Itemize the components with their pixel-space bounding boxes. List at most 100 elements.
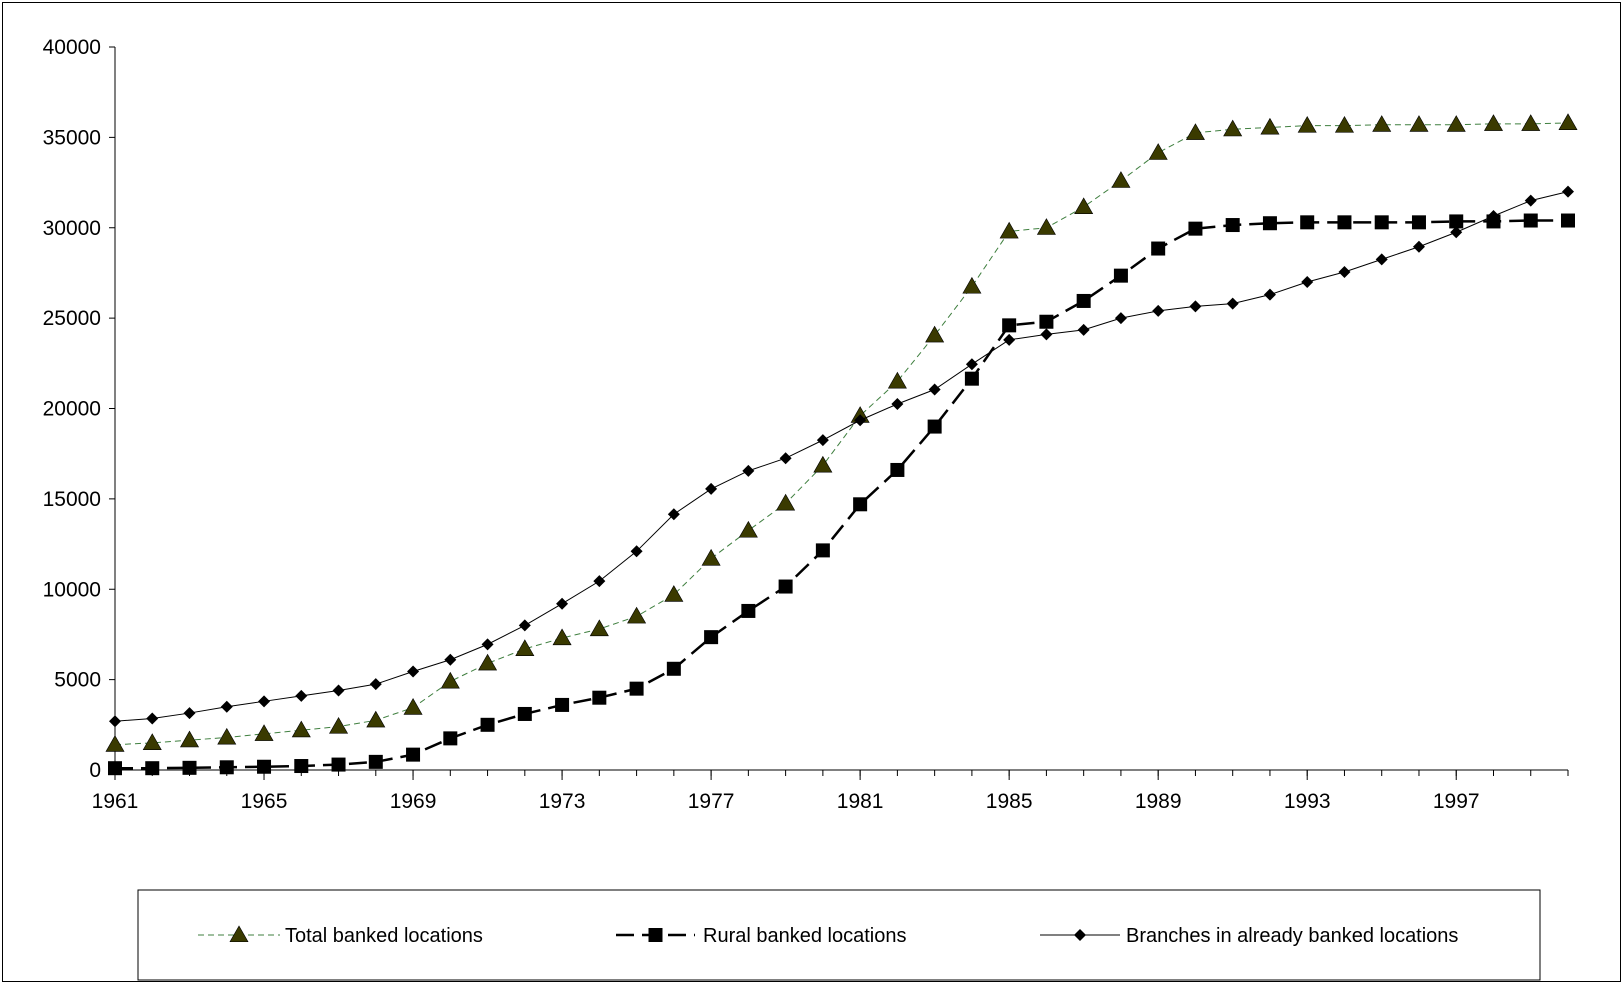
series-3-point xyxy=(1525,195,1537,207)
series-3-point xyxy=(705,483,717,495)
series-3-point xyxy=(1264,289,1276,301)
series-2-point xyxy=(443,731,457,745)
series-1-point xyxy=(739,522,757,538)
series-2-point xyxy=(779,580,793,594)
series-2-point xyxy=(853,497,867,511)
series-2-point xyxy=(1226,218,1240,232)
series-2-point xyxy=(965,372,979,386)
series-1-point xyxy=(367,711,385,727)
series-2-point xyxy=(1375,215,1389,229)
series-1-point xyxy=(1447,116,1465,132)
series-2-point xyxy=(1300,215,1314,229)
series-2 xyxy=(108,214,1575,776)
series-3-point xyxy=(1338,266,1350,278)
series-3-point xyxy=(593,575,605,587)
y-tick-label: 25000 xyxy=(43,307,101,330)
series-1-point xyxy=(1298,117,1316,133)
series-1-point xyxy=(1484,115,1502,131)
series-1 xyxy=(106,114,1577,752)
series-1-point xyxy=(1037,219,1055,235)
series-2-point xyxy=(369,755,383,769)
series-2-point xyxy=(592,691,606,705)
series-1-point xyxy=(479,654,497,670)
series-1-point xyxy=(590,620,608,636)
series-1-point xyxy=(1000,222,1018,238)
series-2-point xyxy=(220,760,234,774)
series-3-point xyxy=(519,619,531,631)
series-1-point xyxy=(1522,115,1540,131)
series-1-point xyxy=(1186,124,1204,140)
series-3-point xyxy=(1227,298,1239,310)
series-3-point xyxy=(109,715,121,727)
series-3-point xyxy=(407,665,419,677)
series-3-point xyxy=(295,690,307,702)
series-2-point xyxy=(667,662,681,676)
series-2-point xyxy=(481,718,495,732)
series-1-point xyxy=(1559,114,1577,130)
series-1-point xyxy=(926,326,944,342)
series-3-point xyxy=(817,434,829,446)
y-tick-label: 15000 xyxy=(43,488,101,511)
series-3 xyxy=(109,186,1574,728)
series-1-point xyxy=(255,725,273,741)
series-3-point xyxy=(482,638,494,650)
series-2-point xyxy=(1002,318,1016,332)
series-3-point xyxy=(891,398,903,410)
series-3-point xyxy=(1003,334,1015,346)
x-tick-label: 1969 xyxy=(390,790,437,813)
series-1-point xyxy=(106,736,124,752)
series-1-point xyxy=(888,372,906,388)
series-2-point xyxy=(406,748,420,762)
series-3-point xyxy=(1040,328,1052,340)
series-3-point xyxy=(929,384,941,396)
series-3-point xyxy=(966,358,978,370)
series-2-point xyxy=(1263,216,1277,230)
series-3-point xyxy=(1413,241,1425,253)
series-3-point xyxy=(780,452,792,464)
series-1-point xyxy=(441,672,459,688)
series-2-point xyxy=(1151,242,1165,256)
series-3-point xyxy=(1115,312,1127,324)
y-tick-label: 35000 xyxy=(43,126,101,149)
x-tick-label: 1977 xyxy=(688,790,735,813)
series-2-point xyxy=(1039,315,1053,329)
series-1-point xyxy=(665,586,683,602)
series-1-point xyxy=(404,699,422,715)
legend: Total banked locations Rural banked locat… xyxy=(138,890,1540,980)
y-tick-label: 20000 xyxy=(43,398,101,421)
series-2-point xyxy=(1188,222,1202,236)
x-tick-label: 1985 xyxy=(986,790,1033,813)
x-tick-label: 1961 xyxy=(92,790,139,813)
legend-label: Branches in already banked locations xyxy=(1126,925,1458,947)
series-3-point xyxy=(1562,186,1574,198)
series-2-point xyxy=(1561,214,1575,228)
x-tick-label: 1965 xyxy=(241,790,288,813)
series-2-point xyxy=(555,698,569,712)
series-2-point xyxy=(294,759,308,773)
series-3-point xyxy=(258,695,270,707)
series-2-point xyxy=(183,761,197,775)
series-3-point xyxy=(370,678,382,690)
series-2-point xyxy=(816,543,830,557)
series-2-point xyxy=(890,463,904,477)
series-1-point xyxy=(181,731,199,747)
y-tick-label: 10000 xyxy=(43,578,101,601)
series-2-point xyxy=(1114,269,1128,283)
series-1-point xyxy=(1075,198,1093,214)
legend-label: Rural banked locations xyxy=(703,925,906,947)
series-3-point xyxy=(444,654,456,666)
series-2-point xyxy=(704,630,718,644)
x-tick-label: 1981 xyxy=(837,790,884,813)
series-3-line xyxy=(115,192,1568,722)
x-tick-label: 1973 xyxy=(539,790,586,813)
y-tick-label: 40000 xyxy=(43,36,101,59)
series-3-point xyxy=(1152,305,1164,317)
series-2-point xyxy=(145,761,159,775)
series-3-point xyxy=(556,598,568,610)
series-1-point xyxy=(292,721,310,737)
x-tick-label: 1997 xyxy=(1433,790,1480,813)
series-3-point xyxy=(146,712,158,724)
series-2-point xyxy=(630,682,644,696)
series-1-point xyxy=(963,277,981,293)
series-3-point xyxy=(184,707,196,719)
